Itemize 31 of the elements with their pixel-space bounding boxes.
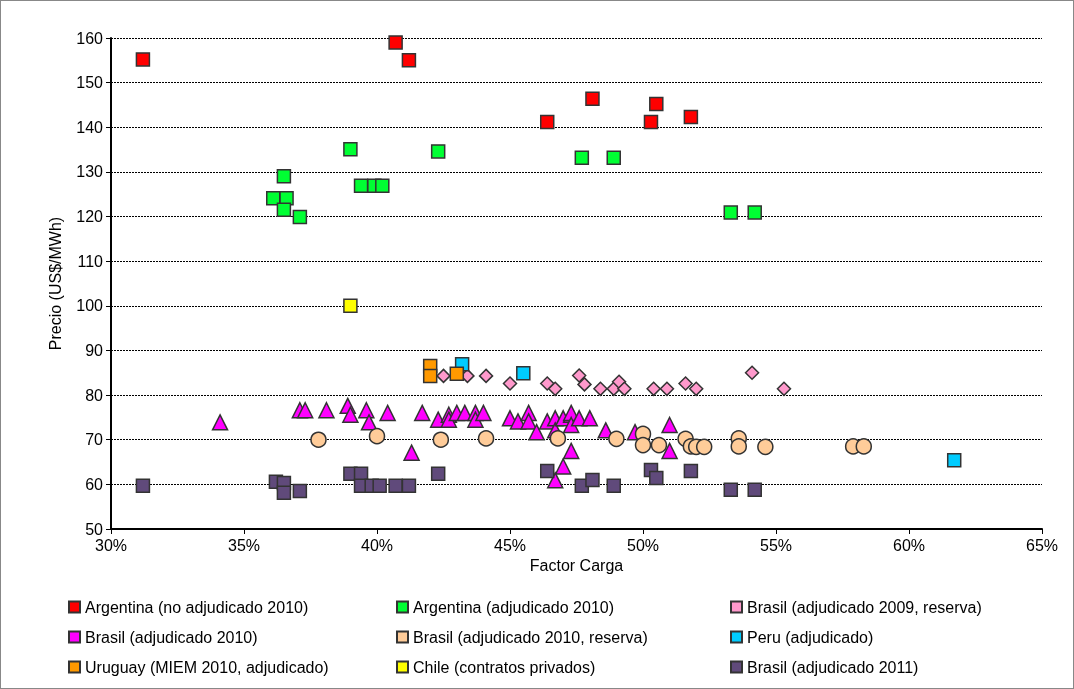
y-tick-label: 160: [76, 29, 104, 47]
legend-label: Argentina (no adjudicado 2010): [85, 598, 309, 616]
y-tick-label: 140: [76, 118, 104, 136]
legend-label: Uruguay (MIEM 2010, adjudicado): [85, 658, 329, 676]
y-tick-label: 80: [85, 386, 104, 404]
y-tick-label: 50: [85, 520, 104, 538]
x-tick-label: 65%: [1025, 536, 1059, 554]
y-tick-label: 60: [85, 475, 104, 493]
legend-label: Peru (adjudicado): [747, 628, 874, 646]
legend-label: Argentina (adjudicado 2010): [413, 598, 615, 616]
legend-label: Brasil (adjudicado 2010): [85, 628, 258, 646]
legend-label: Brasil (adjudicado 2009, reserva): [747, 598, 982, 616]
y-tick-label: 150: [76, 74, 104, 92]
y-tick-label: 130: [76, 163, 104, 181]
y-axis-title: Precio (US$/MWh): [46, 216, 64, 351]
y-tick-label: 90: [85, 341, 104, 359]
x-tick-label: 45%: [493, 536, 527, 554]
legend-label: Brasil (adjudicado 2011): [747, 658, 919, 676]
y-tick-label: 70: [85, 431, 104, 449]
x-tick-label: 35%: [227, 536, 261, 554]
x-tick-label: 40%: [360, 536, 394, 554]
y-tick-label: 120: [76, 208, 104, 226]
legend-label: Brasil (adjudicado 2010, reserva): [413, 628, 648, 646]
y-tick-label: 110: [77, 252, 104, 270]
y-tick-label: 100: [76, 297, 104, 315]
x-axis-title: Factor Carga: [529, 557, 624, 575]
x-tick-label: 30%: [94, 536, 128, 554]
legend-label: Chile (contratos privados): [413, 658, 596, 676]
x-tick-label: 55%: [759, 536, 793, 554]
x-tick-label: 50%: [626, 536, 660, 554]
x-tick-label: 60%: [892, 536, 926, 554]
